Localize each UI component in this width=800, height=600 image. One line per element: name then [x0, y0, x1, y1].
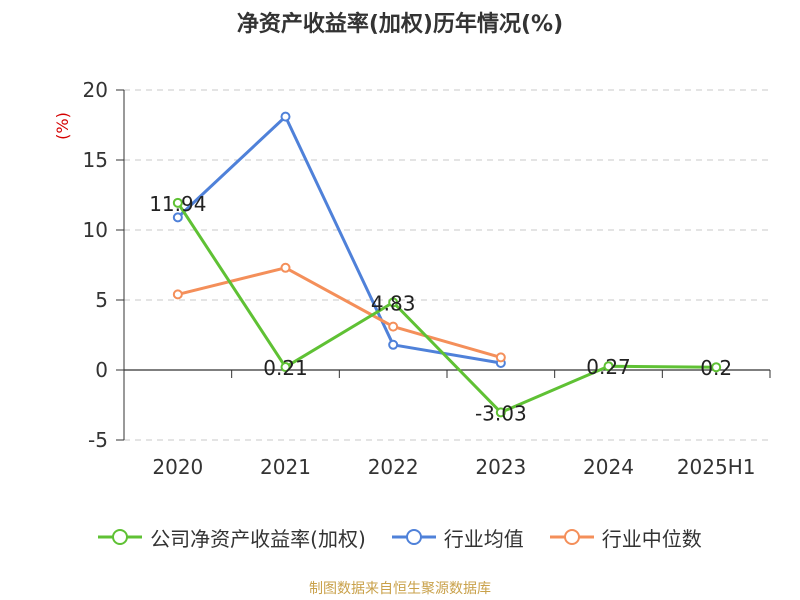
- x-tick-label: 2020: [152, 455, 203, 479]
- data-point: [172, 212, 183, 223]
- x-tick-label: 2023: [475, 455, 526, 479]
- source-note: 制图数据来自恒生聚源数据库: [309, 581, 491, 597]
- legend-label-company: 公司净资产收益率(加权): [150, 526, 366, 551]
- y-tick-label: 15: [83, 148, 108, 172]
- x-tick-label: 2021: [260, 455, 311, 479]
- series-line: [176, 202, 717, 414]
- legend: 公司净资产收益率(加权) 行业均值 行业中位数: [0, 520, 800, 554]
- x-tick-label: 2024: [583, 455, 634, 479]
- series-line: [177, 266, 502, 359]
- data-point: [280, 362, 291, 373]
- x-tick-label: 2022: [368, 455, 419, 479]
- legend-item-industry-median[interactable]: 行业中位数: [549, 523, 702, 552]
- y-axis-label: (%): [53, 112, 72, 140]
- data-point: [603, 361, 614, 372]
- data-point: [711, 362, 722, 373]
- y-tick-label: 0: [95, 358, 108, 382]
- data-point: [280, 111, 291, 122]
- data-label: 0.21: [263, 356, 308, 380]
- y-tick-label: -5: [88, 428, 108, 452]
- chart-title: 净资产收益率(加权)历年情况(%): [236, 12, 564, 37]
- legend-swatch-industry-mean: [391, 529, 436, 545]
- data-point: [172, 289, 183, 300]
- data-point: [172, 197, 183, 208]
- data-point: [495, 407, 506, 418]
- x-tick-label: 2025H1: [677, 455, 756, 479]
- data-label: 0.27: [586, 355, 631, 379]
- data-point: [388, 321, 399, 332]
- legend-label-industry-mean: 行业均值: [443, 526, 524, 551]
- y-tick-label: 20: [83, 78, 108, 102]
- data-point: [388, 297, 399, 308]
- series-line: [176, 115, 502, 365]
- data-label: 4.83: [371, 291, 416, 315]
- legend-item-company[interactable]: 公司净资产收益率(加权): [98, 523, 366, 552]
- legend-swatch-company: [98, 529, 143, 545]
- data-label: 11.94: [149, 192, 206, 216]
- legend-swatch-industry-median: [549, 529, 594, 545]
- data-label: 0.2: [700, 356, 732, 380]
- data-point: [388, 339, 399, 350]
- legend-item-industry-mean[interactable]: 行业均值: [391, 523, 524, 552]
- y-tick-label: 10: [83, 218, 108, 242]
- y-tick-label: 5: [95, 288, 108, 312]
- data-point: [280, 262, 291, 273]
- data-label: -3.03: [475, 401, 527, 425]
- legend-label-industry-median: 行业中位数: [601, 526, 702, 551]
- data-point: [495, 352, 506, 363]
